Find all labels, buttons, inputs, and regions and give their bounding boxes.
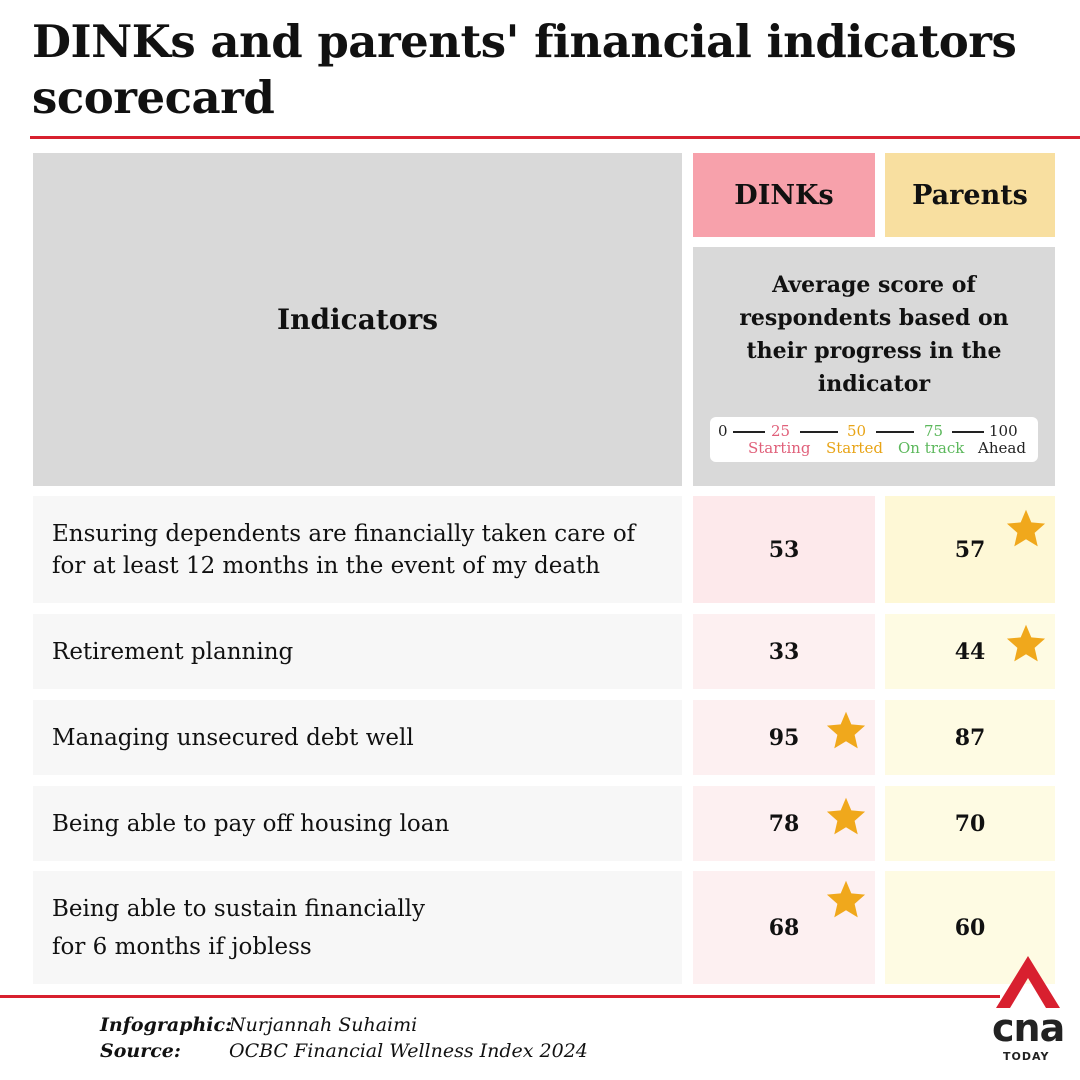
dinks-score: 33	[693, 614, 875, 689]
scale-value-50: 50	[847, 422, 867, 440]
scale-label-on-track: On track	[898, 439, 965, 457]
dinks-score: 53	[693, 496, 875, 603]
infographic-credit: Nurjannah Suhaimi	[229, 1014, 418, 1036]
header-indicators: Indicators	[33, 153, 682, 486]
indicator-cell: Being able to pay off housing loan	[33, 786, 682, 861]
indicator-label: Managing unsecured debt well	[52, 724, 414, 751]
star-icon	[826, 711, 866, 749]
indicator-cell: Managing unsecured debt well	[33, 700, 682, 775]
scale-line	[952, 431, 984, 433]
header-average-score: Average score of respondents based on th…	[693, 247, 1055, 486]
scale-label-ahead: Ahead	[978, 439, 1026, 457]
score-scale-legend: 0 25 50 75 100 Starting Started On track…	[710, 417, 1038, 462]
indicator-label: Being able to sustain financially	[52, 895, 426, 922]
logo-wordmark: cna	[992, 1006, 1065, 1050]
indicator-cell: Retirement planning	[33, 614, 682, 689]
parents-score: 70	[885, 786, 1055, 861]
header-dinks: DINKs	[693, 153, 875, 237]
scale-value-0: 0	[718, 422, 728, 440]
logo-subtitle: TODAY	[1003, 1050, 1050, 1063]
scale-value-75: 75	[924, 422, 944, 440]
indicator-cell: Being able to sustain financially for 6 …	[33, 871, 682, 984]
top-divider	[30, 136, 1080, 139]
indicator-label: for at least 12 months in the event of m…	[52, 552, 601, 579]
source-label: Source:	[100, 1040, 181, 1062]
bottom-divider	[0, 995, 1000, 998]
star-icon	[1006, 624, 1046, 662]
indicator-cell: Ensuring dependents are financially take…	[33, 496, 682, 603]
page-title: DINKs and parents' financial indicators …	[32, 15, 1017, 124]
scale-line	[733, 431, 765, 433]
indicator-label: Ensuring dependents are financially take…	[52, 520, 636, 547]
scale-line	[876, 431, 914, 433]
source-credit: OCBC Financial Wellness Index 2024	[229, 1040, 588, 1062]
infographic-label: Infographic:	[100, 1014, 233, 1036]
cna-logo-icon	[996, 956, 1060, 1008]
indicator-label: for 6 months if jobless	[52, 933, 312, 960]
scale-label-starting: Starting	[748, 439, 811, 457]
scale-value-100: 100	[989, 422, 1018, 440]
parents-score: 87	[885, 700, 1055, 775]
indicator-label: Retirement planning	[52, 638, 294, 665]
scale-value-25: 25	[771, 422, 791, 440]
star-icon	[826, 880, 866, 918]
average-score-description: Average score of respondents based on th…	[739, 272, 1009, 397]
star-icon	[1006, 509, 1046, 547]
star-icon	[826, 797, 866, 835]
scale-label-started: Started	[826, 439, 883, 457]
indicator-label: Being able to pay off housing loan	[52, 810, 450, 837]
header-parents: Parents	[885, 153, 1055, 237]
scale-line	[800, 431, 838, 433]
